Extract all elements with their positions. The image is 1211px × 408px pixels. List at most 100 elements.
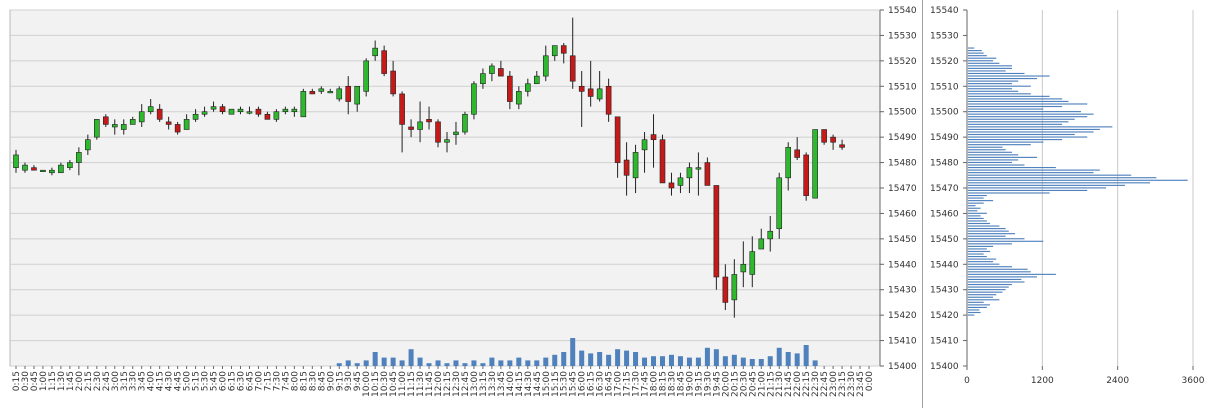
xtick-label: 18:30 bbox=[667, 371, 677, 397]
profile-bar bbox=[968, 311, 981, 314]
candle-body bbox=[677, 177, 684, 186]
profile-bar bbox=[968, 57, 997, 59]
profile-bar bbox=[968, 83, 1012, 85]
volume-bar bbox=[381, 357, 387, 366]
volume-bar bbox=[704, 347, 710, 366]
volume-bar bbox=[570, 338, 576, 366]
profile-bar bbox=[968, 169, 1100, 171]
xtick-label: 7:15 bbox=[263, 371, 273, 391]
candle-body bbox=[147, 106, 154, 113]
candle bbox=[533, 71, 540, 85]
candle bbox=[596, 71, 603, 102]
candle bbox=[731, 259, 738, 318]
profile-bar bbox=[968, 50, 982, 52]
profile-bar bbox=[968, 141, 1044, 143]
profile-ytick-label-15490: 15490 bbox=[930, 133, 959, 143]
profile-ytick-label-15450: 15450 bbox=[930, 235, 959, 245]
candle-body bbox=[444, 139, 450, 143]
profile-bar bbox=[968, 93, 1031, 95]
volume-bar bbox=[713, 349, 719, 366]
candle-body bbox=[102, 116, 109, 125]
xtick-label: 7:00 bbox=[254, 371, 264, 391]
candle bbox=[192, 109, 199, 122]
candle bbox=[686, 162, 693, 194]
volume-bar bbox=[507, 360, 513, 366]
xtick-label: 3:30 bbox=[129, 371, 139, 391]
profile-bars bbox=[968, 47, 1188, 316]
profile-bar bbox=[968, 250, 990, 253]
xtick-label: 1:15 bbox=[48, 371, 58, 391]
xtick-label: 21:15 bbox=[766, 371, 776, 397]
xtick-label: 6:30 bbox=[236, 371, 246, 391]
candle-body bbox=[435, 121, 441, 143]
xtick-label: 5:30 bbox=[201, 371, 211, 391]
profile-bar bbox=[968, 118, 1075, 120]
volume-bar bbox=[767, 356, 773, 366]
candle-body bbox=[560, 45, 567, 54]
candlesticks bbox=[13, 17, 845, 318]
profile-bar bbox=[968, 62, 1000, 64]
candle-body bbox=[22, 164, 28, 171]
candle bbox=[435, 119, 441, 148]
profile-bar bbox=[968, 77, 1038, 80]
xtick-label: 15:15 bbox=[551, 371, 561, 397]
ytick-label-15490: 15490 bbox=[888, 133, 917, 143]
profile-bar bbox=[968, 128, 1100, 130]
profile-bar bbox=[968, 240, 1044, 242]
candle bbox=[668, 172, 675, 196]
profile-bar bbox=[968, 217, 984, 219]
xtick-label: 10:15 bbox=[371, 371, 381, 397]
profile-bar bbox=[968, 202, 984, 204]
xtick-label: 22:45 bbox=[820, 371, 830, 397]
volume-bar bbox=[785, 352, 791, 366]
profile-bar bbox=[968, 296, 994, 298]
profile-ytick-label-15470: 15470 bbox=[930, 184, 959, 194]
candle-body bbox=[776, 177, 783, 229]
xtick-label: 8:45 bbox=[317, 371, 327, 391]
candle-body bbox=[363, 60, 369, 92]
candle-body bbox=[49, 169, 55, 174]
candle-body bbox=[192, 113, 199, 120]
candle bbox=[255, 106, 262, 117]
xtick-label: 17:00 bbox=[614, 371, 624, 397]
candle bbox=[327, 88, 334, 94]
xtick-label: 12:45 bbox=[461, 371, 471, 397]
candle-body bbox=[794, 149, 800, 158]
xtick-label: 3:00 bbox=[111, 371, 121, 391]
profile-bar bbox=[968, 111, 1081, 113]
profile-bar bbox=[968, 139, 1063, 141]
xtick-label: 4:00 bbox=[147, 371, 157, 391]
profile-bar bbox=[968, 266, 1012, 268]
candle bbox=[776, 172, 783, 239]
profile-bar bbox=[968, 88, 1012, 90]
profile-volume-axis: 0 1200 2400 3600 bbox=[964, 366, 1205, 386]
xtick-label: 17:30 bbox=[632, 371, 642, 397]
profile-bar bbox=[968, 131, 1094, 133]
xtick-label: 18:45 bbox=[676, 371, 686, 397]
candle-body bbox=[830, 136, 836, 143]
candle-body bbox=[246, 111, 253, 114]
candle bbox=[264, 111, 271, 120]
profile-bar bbox=[968, 263, 1000, 265]
candle bbox=[363, 58, 369, 97]
xtick-label: 16:45 bbox=[605, 371, 615, 397]
volume-bar bbox=[525, 360, 531, 366]
candle bbox=[399, 91, 405, 153]
candle-body bbox=[587, 88, 594, 97]
profile-bar bbox=[968, 200, 994, 202]
profile-bar bbox=[968, 121, 1069, 123]
profile-ytick-label-15520: 15520 bbox=[930, 57, 959, 67]
candle bbox=[291, 106, 298, 117]
volume-bars bbox=[336, 338, 818, 366]
candle-body bbox=[596, 88, 603, 100]
profile-bar bbox=[968, 156, 1038, 158]
candle-body bbox=[713, 185, 720, 278]
xtick-label: 9:15 bbox=[335, 371, 345, 391]
candle-body bbox=[111, 124, 118, 128]
volume-bar bbox=[516, 357, 522, 366]
candle-body bbox=[659, 139, 666, 184]
candle bbox=[372, 40, 378, 61]
volume-bar bbox=[695, 357, 701, 366]
candle bbox=[516, 86, 522, 110]
xtick-label: 16:00 bbox=[578, 371, 588, 397]
